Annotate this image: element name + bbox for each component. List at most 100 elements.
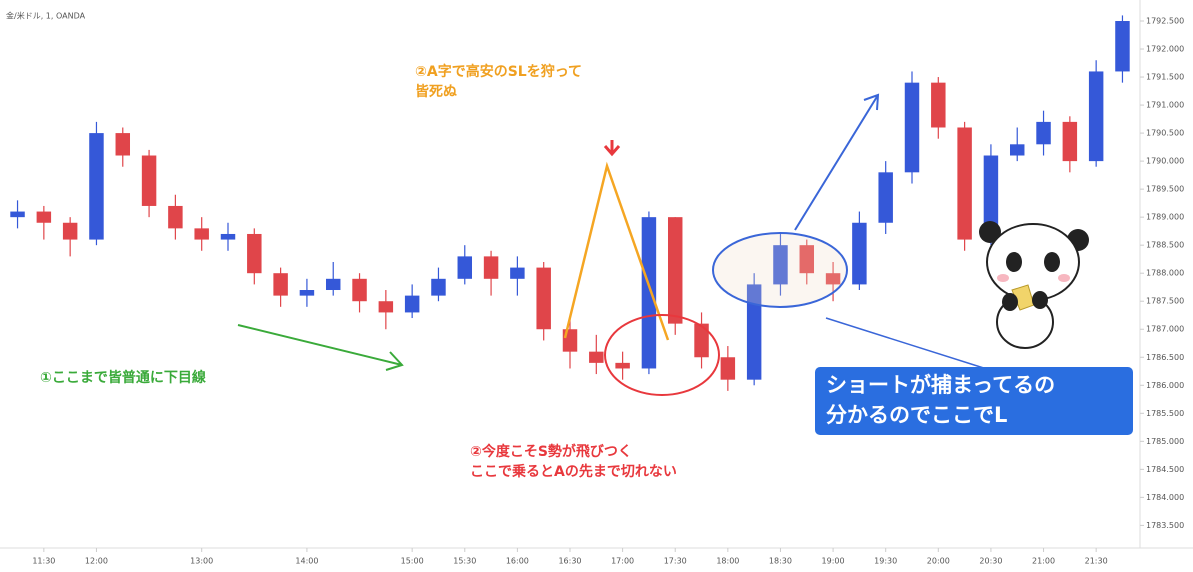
candle-body [615,362,630,369]
candle-body [299,290,315,296]
x-tick-label: 18:30 [769,557,792,566]
chart-header: 金/米ドル, 1, OANDA [6,11,86,21]
panda [979,221,1089,349]
candle-body [852,222,867,285]
candle-body [457,256,473,279]
callout-line [825,317,991,371]
x-tick-label: 14:00 [295,557,318,566]
y-tick-label: 1791.000 [1146,101,1184,110]
x-tick-label: 19:30 [874,557,897,566]
y-tick-label: 1788.000 [1146,269,1184,278]
candle-body [1088,71,1104,162]
candle-body [89,133,104,240]
candle-body [483,256,499,279]
candle-body [431,278,446,296]
x-tick-label: 16:30 [558,557,581,566]
candle-body [404,295,420,313]
y-tick-label: 1784.000 [1146,493,1184,502]
annotation-text: ここで乗るとAの先まで切れない [470,463,677,480]
candle-body [1009,144,1025,156]
a-shape-lines [563,161,670,341]
candle-body [168,205,183,229]
annotation-text: 分かるのでここでL [826,403,1007,427]
candle-body [378,301,394,313]
green-arrow [237,324,404,371]
y-tick-label: 1786.500 [1146,353,1184,362]
candle-body [589,351,604,363]
annotation-text: ②A字で高安のSLを狩って [415,63,582,80]
candle-body [247,233,262,274]
y-tick-label: 1785.500 [1146,409,1184,418]
x-tick-label: 19:00 [822,557,845,566]
candle-body [562,329,578,352]
panda-head [986,223,1080,301]
annotation-text: ショートが捕まってるの [826,373,1055,397]
candle-body [904,82,920,173]
panda-cheek [997,274,1009,282]
y-tick-label: 1792.500 [1146,17,1184,26]
candle-body [825,273,841,285]
candle-body [325,278,341,291]
panda-cheek [1058,274,1070,282]
y-tick-label: 1783.500 [1146,521,1184,530]
candle-body [1036,121,1051,145]
x-tick-label: 11:30 [32,557,55,566]
candle-body [1115,21,1130,72]
panda-eye [1044,252,1060,272]
blue-arrow [794,93,880,231]
annotation-text: 皆死ぬ [415,83,457,100]
candle-body [773,245,788,285]
x-tick-label: 16:00 [506,557,529,566]
candle-body [62,222,78,240]
annotation-text: ①ここまで皆普通に下目線 [40,369,206,386]
y-tick-label: 1790.500 [1146,129,1184,138]
y-tick-label: 1786.000 [1146,381,1184,390]
x-tick-label: 20:00 [927,557,950,566]
red-ellipse [604,314,720,396]
candle-body [720,357,736,380]
x-tick-label: 17:00 [611,557,634,566]
candle-body [10,211,25,218]
candle-body [220,233,236,240]
candle-body [273,273,288,296]
panda-paw [1002,293,1018,311]
candle-body [957,127,972,240]
candle-body [931,82,946,128]
y-tick-label: 1784.500 [1146,465,1184,474]
blue-ellipse [712,232,848,308]
callout-box [815,367,1133,435]
candle-body [141,155,157,206]
panda-ear [979,221,1001,243]
y-tick-label: 1792.000 [1146,45,1184,54]
candle-body [352,278,367,302]
x-tick-label: 15:00 [401,557,424,566]
candle-body [36,211,52,223]
candle-body [878,172,893,223]
annotation-text: ②今度こそS勢が飛びつく [470,443,632,460]
down-arrow [603,140,621,157]
candle-body [115,133,131,156]
x-tick-label: 18:00 [716,557,739,566]
y-tick-label: 1787.000 [1146,325,1184,334]
candle-body [799,245,815,274]
y-tick-label: 1788.500 [1146,241,1184,250]
x-tick-label: 13:00 [190,557,213,566]
x-tick-label: 20:30 [979,557,1002,566]
candle-body [194,228,209,240]
x-tick-label: 15:30 [453,557,476,566]
candle-body [667,217,683,324]
y-tick-label: 1790.000 [1146,157,1184,166]
y-tick-label: 1787.500 [1146,297,1184,306]
x-tick-label: 12:00 [85,557,108,566]
candle-body [536,267,551,330]
y-tick-label: 1785.000 [1146,437,1184,446]
candle-body [510,267,525,279]
candles [10,15,1130,391]
candle-body [746,284,762,380]
candle-body [641,217,657,369]
y-tick-label: 1789.000 [1146,213,1184,222]
panda-eye [1006,252,1022,272]
x-tick-label: 17:30 [664,557,687,566]
